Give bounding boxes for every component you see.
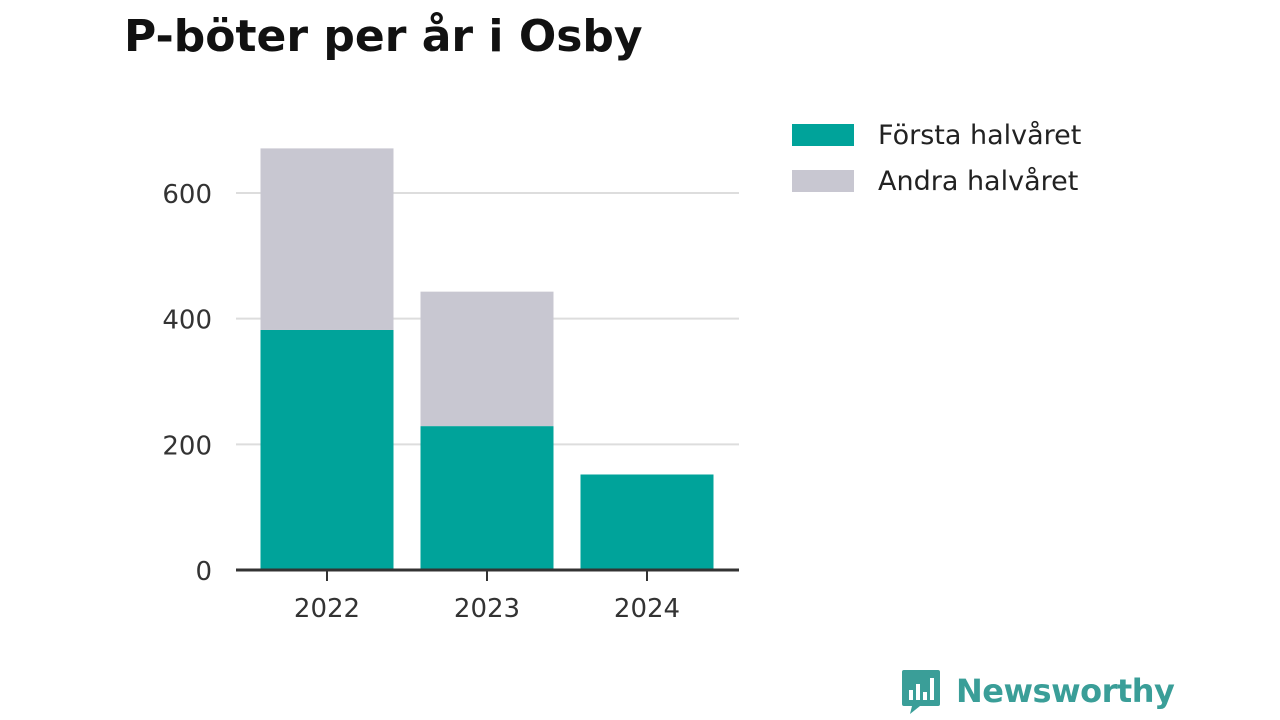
x-tick-label: 2023 — [454, 594, 520, 624]
y-tick-label: 600 — [162, 180, 212, 210]
legend-item-first-half: Första halvåret — [792, 112, 1081, 158]
bar-second-half-2022 — [260, 148, 394, 330]
bars — [260, 148, 714, 570]
x-tick-label: 2024 — [614, 594, 680, 624]
chart-title: P-böter per år i Osby — [124, 11, 643, 62]
y-tick-label: 400 — [162, 306, 212, 336]
bar-first-half-2023 — [420, 426, 554, 570]
legend-label-second-half: Andra halvåret — [878, 165, 1079, 197]
legend-swatch-first-half — [792, 124, 854, 146]
bar-second-half-2023 — [420, 291, 554, 427]
x-tick-label: 2022 — [294, 594, 360, 624]
bar-first-half-2024 — [580, 474, 714, 570]
legend-swatch-second-half — [792, 170, 854, 192]
legend-label-first-half: Första halvåret — [878, 119, 1082, 151]
legend: Första halvåret Andra halvåret — [792, 112, 1081, 204]
bar-first-half-2022 — [260, 329, 394, 570]
newsworthy-brand: Newsworthy — [900, 668, 1175, 714]
newsworthy-logo-icon — [902, 670, 940, 714]
y-tick-label: 200 — [162, 431, 212, 461]
brand-name: Newsworthy — [956, 672, 1175, 710]
axes: 0 200 400 600 2022 2023 2024 — [162, 180, 739, 624]
legend-item-second-half: Andra halvåret — [792, 158, 1081, 204]
y-tick-label: 0 — [195, 557, 212, 587]
